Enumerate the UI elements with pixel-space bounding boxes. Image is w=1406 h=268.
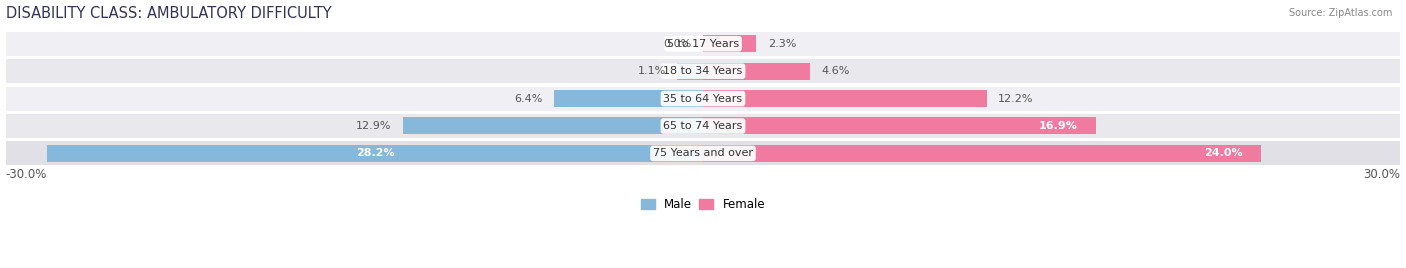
Bar [404, 117, 703, 135]
Bar [6, 87, 1400, 111]
Text: 30.0%: 30.0% [1364, 169, 1400, 181]
Text: 1.1%: 1.1% [637, 66, 666, 76]
Text: 75 Years and over: 75 Years and over [652, 148, 754, 158]
Bar [703, 35, 756, 52]
Text: 12.2%: 12.2% [998, 94, 1033, 103]
Text: Source: ZipAtlas.com: Source: ZipAtlas.com [1288, 8, 1392, 18]
Text: 35 to 64 Years: 35 to 64 Years [664, 94, 742, 103]
Legend: Male, Female: Male, Female [636, 193, 770, 216]
Text: 24.0%: 24.0% [1204, 148, 1243, 158]
Bar [6, 141, 1400, 165]
Text: DISABILITY CLASS: AMBULATORY DIFFICULTY: DISABILITY CLASS: AMBULATORY DIFFICULTY [6, 6, 332, 21]
Bar [678, 63, 703, 80]
Text: 2.3%: 2.3% [768, 39, 796, 49]
Bar [703, 63, 810, 80]
Bar [703, 117, 1095, 135]
Bar [703, 145, 1261, 162]
Bar [6, 59, 1400, 83]
Text: 18 to 34 Years: 18 to 34 Years [664, 66, 742, 76]
Bar [703, 90, 987, 107]
Text: -30.0%: -30.0% [6, 169, 46, 181]
Bar [554, 90, 703, 107]
Text: 12.9%: 12.9% [356, 121, 391, 131]
Bar [48, 145, 703, 162]
Bar [6, 114, 1400, 138]
Text: 16.9%: 16.9% [1039, 121, 1077, 131]
Text: 5 to 17 Years: 5 to 17 Years [666, 39, 740, 49]
Text: 4.6%: 4.6% [821, 66, 851, 76]
Text: 6.4%: 6.4% [515, 94, 543, 103]
Bar [6, 32, 1400, 56]
Text: 28.2%: 28.2% [356, 148, 395, 158]
Text: 65 to 74 Years: 65 to 74 Years [664, 121, 742, 131]
Text: 0.0%: 0.0% [664, 39, 692, 49]
